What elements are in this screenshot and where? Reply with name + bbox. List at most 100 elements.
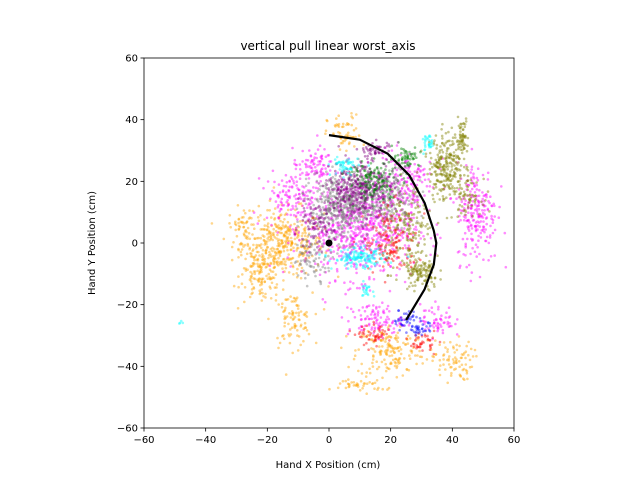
data-point xyxy=(242,225,246,229)
data-point xyxy=(352,282,355,285)
data-point xyxy=(466,237,469,241)
data-point xyxy=(292,213,296,217)
data-point xyxy=(334,280,337,283)
data-point xyxy=(333,158,337,161)
data-point xyxy=(242,245,245,248)
data-point xyxy=(345,259,349,262)
data-point xyxy=(473,182,476,186)
data-point xyxy=(408,321,412,325)
data-point xyxy=(411,284,415,288)
data-point xyxy=(314,274,317,278)
data-point xyxy=(429,145,432,148)
data-point xyxy=(383,220,386,224)
data-point xyxy=(249,275,253,278)
data-point xyxy=(350,236,353,239)
data-point xyxy=(459,209,462,212)
data-point xyxy=(432,182,436,186)
data-point xyxy=(371,308,375,312)
data-point xyxy=(447,357,451,361)
data-point xyxy=(319,208,322,211)
data-point xyxy=(406,176,410,180)
data-point xyxy=(300,241,303,245)
data-point xyxy=(362,264,365,267)
data-point xyxy=(310,242,313,245)
data-point xyxy=(397,141,400,144)
data-point xyxy=(383,280,387,284)
data-point xyxy=(449,179,452,182)
data-point xyxy=(403,189,407,193)
data-point xyxy=(272,262,276,266)
data-point xyxy=(373,187,377,191)
data-point xyxy=(314,227,317,230)
data-point xyxy=(454,154,457,157)
data-point xyxy=(357,163,361,167)
data-point xyxy=(364,207,368,210)
data-point xyxy=(315,180,319,184)
data-point xyxy=(428,167,432,171)
data-point xyxy=(439,323,442,326)
data-point xyxy=(421,330,425,333)
data-point xyxy=(447,177,450,180)
data-point xyxy=(263,280,267,283)
data-point xyxy=(459,130,462,133)
data-point xyxy=(269,197,272,201)
data-point xyxy=(378,188,382,191)
data-point xyxy=(339,232,342,236)
data-point xyxy=(270,281,274,285)
data-point xyxy=(300,245,304,249)
data-point xyxy=(467,263,471,267)
data-point xyxy=(403,244,407,247)
data-point xyxy=(302,197,306,201)
data-point xyxy=(368,381,372,384)
data-point xyxy=(384,257,388,261)
data-point xyxy=(375,229,378,232)
data-point xyxy=(428,348,432,352)
data-point xyxy=(285,257,289,261)
data-point xyxy=(381,188,385,192)
data-point xyxy=(262,238,266,242)
data-point xyxy=(442,363,445,366)
data-point xyxy=(482,177,486,181)
data-point xyxy=(254,246,258,250)
data-point xyxy=(327,153,331,157)
data-point xyxy=(318,247,322,251)
data-point xyxy=(350,214,354,218)
data-point xyxy=(319,260,323,264)
data-point xyxy=(282,257,286,261)
data-point xyxy=(230,245,234,249)
data-point xyxy=(296,274,300,277)
data-point xyxy=(403,165,407,168)
data-point xyxy=(334,215,338,218)
data-point xyxy=(422,152,425,155)
data-point xyxy=(296,243,299,247)
data-point xyxy=(427,288,430,291)
data-point xyxy=(380,226,383,229)
data-point xyxy=(327,163,331,166)
data-point xyxy=(271,233,275,236)
data-point xyxy=(407,368,411,372)
data-point xyxy=(297,234,300,238)
data-point xyxy=(373,150,377,153)
data-point xyxy=(369,228,373,232)
data-point xyxy=(474,203,477,206)
data-point xyxy=(423,141,427,144)
data-point xyxy=(378,224,382,228)
data-point xyxy=(263,243,267,246)
data-point xyxy=(391,214,395,217)
data-point xyxy=(406,287,409,291)
data-point xyxy=(274,251,277,255)
data-point xyxy=(456,251,460,254)
data-point xyxy=(427,309,431,313)
data-point xyxy=(292,181,296,185)
data-point xyxy=(355,208,359,211)
data-point xyxy=(352,237,355,241)
data-point xyxy=(242,232,246,235)
data-point xyxy=(352,216,356,220)
data-point xyxy=(289,258,293,261)
data-point xyxy=(446,147,449,150)
data-point xyxy=(409,272,413,276)
data-point xyxy=(350,260,354,264)
data-point xyxy=(246,242,250,246)
data-point xyxy=(291,256,295,260)
data-point xyxy=(268,285,272,289)
